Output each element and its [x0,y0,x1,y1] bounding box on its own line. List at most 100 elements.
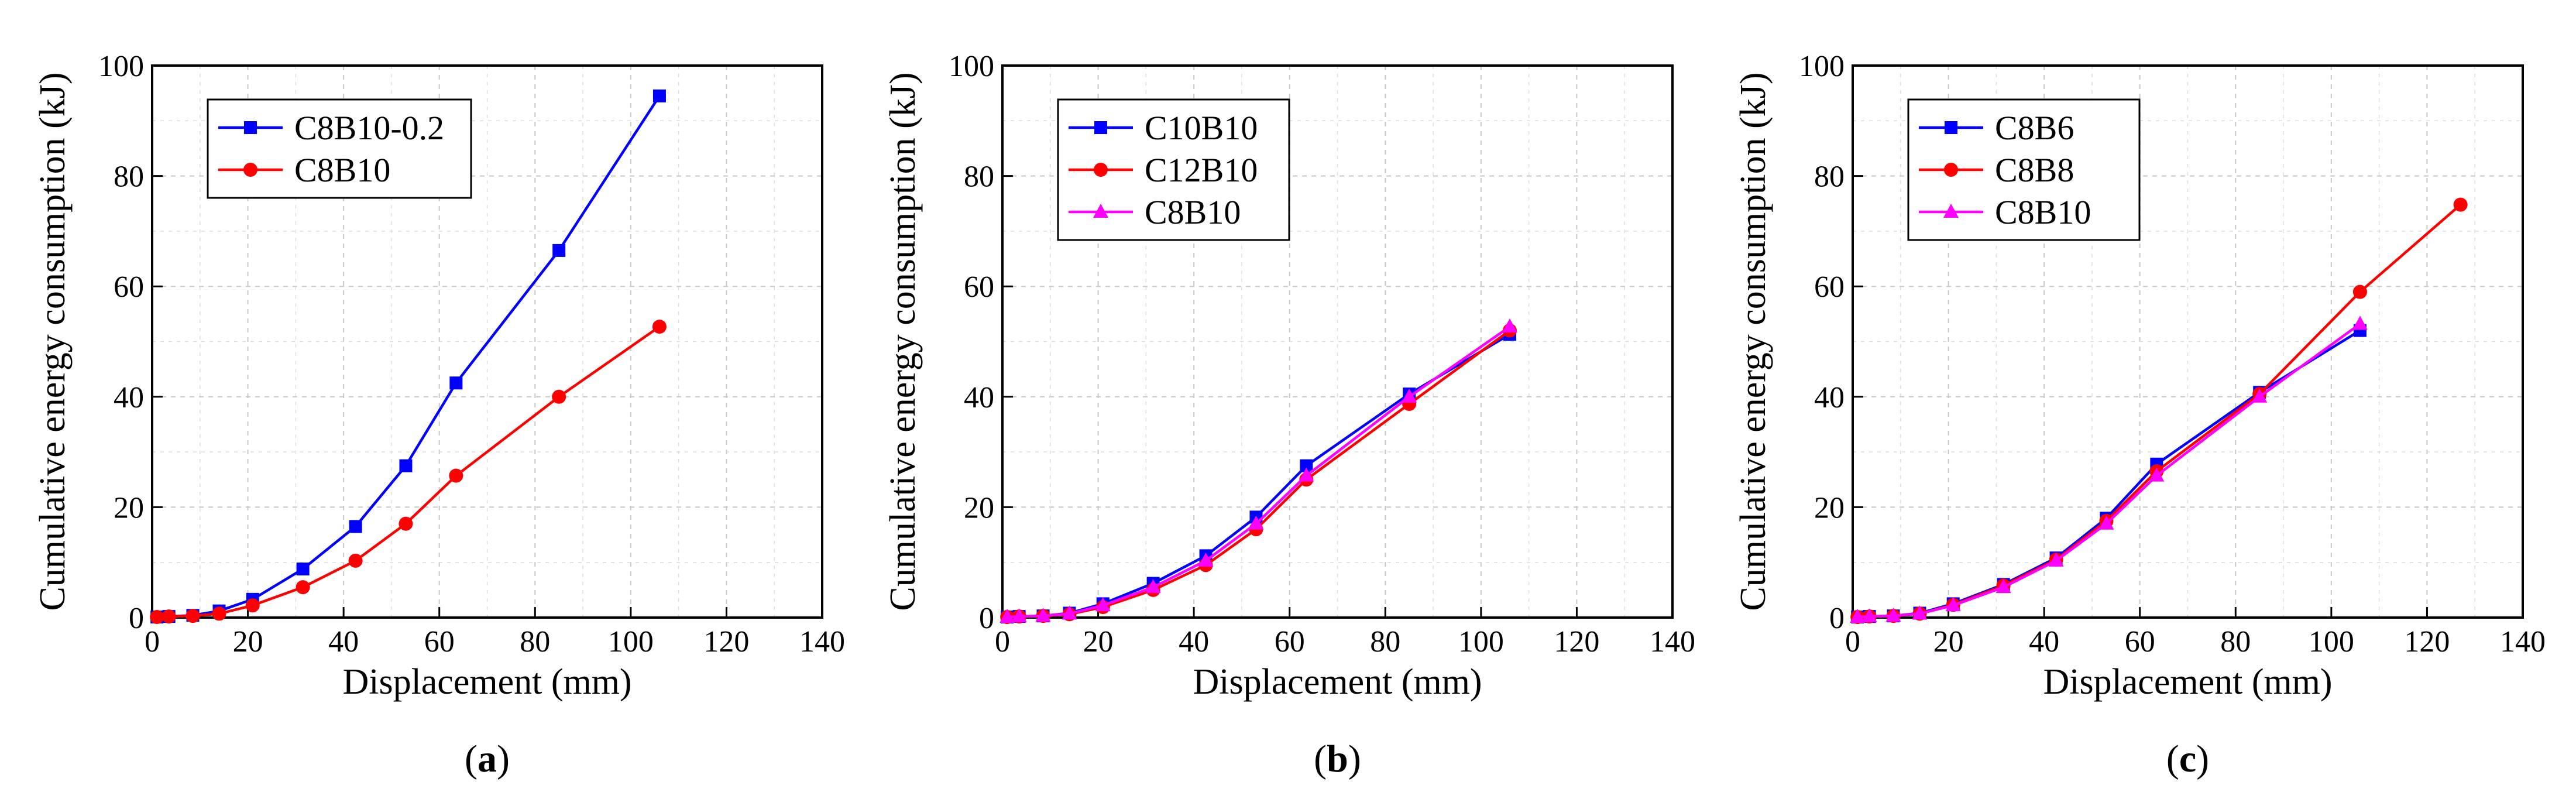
series-C8B10 [150,320,667,625]
data-point [1062,605,1077,620]
x-tick-label: 80 [1370,625,1400,659]
plot-frame [1852,64,2524,619]
caption-paren-open: ( [465,738,478,780]
legend-box [207,98,472,199]
y-axis-title: Cumulative energy consumption (kJ) [33,72,73,611]
data-point [2048,552,2064,567]
data-point [652,320,667,334]
legend-marker [1945,121,1957,134]
legend-label: C8B10 [1145,193,1241,231]
x-axis-title: Displacement (mm) [1193,662,1482,702]
legend-label: C10B10 [1145,109,1258,147]
caption-letter: a [478,738,497,780]
data-point [1850,609,1866,623]
x-tick-label: 80 [2220,625,2251,659]
series-line [1007,325,1511,619]
legend-marker [1944,163,1958,177]
series-C10B10 [1001,328,1516,624]
legend: C10B10 C12B10 C8B10 [1057,98,1290,241]
legend-label: C8B10 [1995,193,2091,231]
x-tick-label: 20 [1933,625,1964,659]
series-C8B10 [1850,316,2368,623]
legend-marker [1943,204,1959,218]
data-point [1861,608,1877,623]
legend-marker [1094,163,1108,177]
y-tick-label: 0 [979,602,994,635]
data-point [652,89,666,102]
x-tick-label: 40 [328,625,359,659]
series-C8B10 [1000,318,1517,623]
x-tick-label: 0 [995,625,1010,659]
y-tick-label: 20 [114,491,144,524]
y-tick-label: 100 [1799,50,1845,83]
series-line [1007,329,1511,619]
panel-caption: (b) [1314,738,1361,780]
y-tick-label: 80 [1814,160,1845,194]
data-point [1402,388,1417,403]
chart-panel-b: 0 20 40 60 80 100 120 140020406080100Displaceme… [883,50,1695,780]
legend-marker [244,121,257,134]
x-tick-label: 60 [2125,625,2155,659]
y-tick-label: 60 [114,270,144,304]
y-axis-title: Cumulative energy consumption (kJ) [1733,72,1773,611]
data-point [2252,388,2268,403]
data-point [449,468,463,483]
y-tick-label: 100 [98,50,144,83]
caption-paren-open: ( [2166,738,2179,780]
x-tick-label: 20 [233,625,263,659]
data-point [1885,608,1901,622]
chart-panel-a: 0 20 40 60 80 100 120 140020406080100Displaceme… [33,50,845,780]
data-point [296,563,310,576]
panel-caption: (c) [2166,738,2209,780]
data-point [449,376,463,390]
x-tick-label: 140 [1650,625,1695,659]
caption-paren-close: ) [1348,738,1361,780]
x-tick-label: 120 [1554,625,1599,659]
data-point [2453,197,2468,212]
data-point [1300,459,1313,472]
data-point [399,459,413,472]
series-line [1007,333,1511,619]
data-point [399,516,413,531]
panel-caption: (a) [465,738,510,780]
data-point [1145,579,1161,594]
data-point [1035,608,1051,622]
x-tick-label: 20 [1083,625,1114,659]
x-axis-title: Displacement (mm) [2043,662,2332,702]
data-point [245,598,260,613]
legend-marker [1093,204,1108,218]
data-point [1198,552,1214,567]
x-tick-label: 120 [2404,625,2450,659]
data-point [186,609,200,623]
x-tick-label: 60 [1275,625,1305,659]
data-point [1995,579,2011,594]
caption-letter: b [1327,738,1348,780]
x-tick-label: 140 [2500,625,2546,659]
data-point [1248,515,1264,530]
series-C12B10 [1000,323,1517,625]
data-point [552,244,566,257]
data-point [1945,597,1961,612]
y-tick-label: 60 [1814,270,1845,304]
series-C8B8 [1850,197,2468,625]
data-point [1095,597,1111,612]
data-point [2352,316,2368,330]
data-point [1299,467,1314,482]
data-point [150,610,164,625]
data-point [296,580,310,595]
data-point [2098,515,2114,530]
legend-label: C8B10-0.2 [294,109,444,147]
x-axis-title: Displacement (mm) [342,662,631,702]
y-tick-label: 0 [1829,602,1845,635]
x-tick-label: 0 [145,625,160,659]
x-tick-label: 140 [799,625,845,659]
plot-frame [151,64,823,619]
y-tick-label: 0 [129,602,144,635]
data-point [348,553,363,568]
data-point [349,520,362,533]
caption-paren-close: ) [497,738,510,780]
x-tick-label: 80 [520,625,550,659]
y-tick-label: 40 [964,381,994,414]
legend: C8B6 C8B8 C8B10 [1907,98,2141,241]
